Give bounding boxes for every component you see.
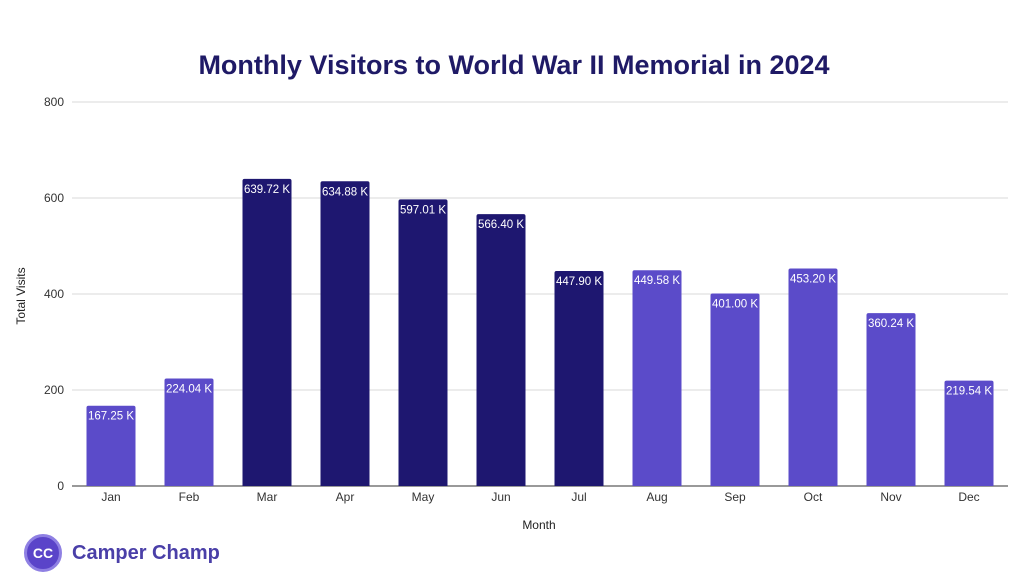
bar-jun [476,214,526,487]
y-tick-label: 200 [44,383,64,397]
y-axis-ticks: 0 200 400 600 800 [44,95,64,493]
bar-aug [632,270,682,486]
x-tick-label: Apr [336,490,355,504]
bar-value-label: 453.20 K [790,273,836,285]
x-axis-label: Month [522,518,555,530]
bar-oct [788,268,838,486]
y-tick-label: 0 [57,479,64,493]
x-tick-label: Aug [646,490,667,504]
bar-apr [320,181,370,486]
x-tick-label: May [412,490,435,504]
bar-value-label: 401.00 K [712,299,758,311]
grid-lines [72,101,1008,487]
x-axis-ticks: Jan Feb Mar Apr May Jun Jul Aug Sep Oct Nov Dec [101,490,979,504]
chart-title: Monthly Visitors to World War II Memoria… [198,50,829,80]
camper-champ-logo: CC Camper Champ [24,534,220,572]
bar-value-label: 566.40 K [478,219,524,231]
bar-mar [242,178,292,487]
bar-value-label: 447.90 K [556,276,602,288]
x-tick-label: Nov [880,490,901,504]
logo-badge-icon: CC [24,534,62,572]
bars: 167.25 K 224.04 K 639.72 K 634.88 K 597.01 K… [86,178,994,487]
bar-value-label: 167.25 K [88,411,134,423]
x-tick-label: Mar [257,490,278,504]
x-tick-label: Oct [804,490,823,504]
bar-value-label: 360.24 K [868,318,914,330]
x-tick-label: Dec [958,490,979,504]
bar-value-label: 634.88 K [322,186,368,198]
chart: Monthly Visitors to World War II Memoria… [14,50,1008,530]
bar-feb [164,378,214,486]
y-axis-label: Total Visits [14,267,28,324]
bar-may [398,199,448,487]
y-tick-label: 600 [44,191,64,205]
logo-text: Camper Champ [72,541,220,564]
bar-sep [710,293,760,486]
y-tick-label: 400 [44,287,64,301]
bar-value-label: 224.04 K [166,383,212,395]
x-tick-label: Jan [101,490,120,504]
bar-value-label: 219.54 K [946,386,992,398]
bar-value-label: 639.72 K [244,184,290,196]
bar-value-label: 449.58 K [634,275,680,287]
x-tick-label: Jun [491,490,510,504]
bar-jan [86,405,136,486]
x-tick-label: Feb [179,490,200,504]
bar-jul [554,271,604,486]
x-tick-label: Jul [571,490,586,504]
y-tick-label: 800 [44,95,64,109]
x-tick-label: Sep [724,490,746,504]
bar-dec [944,380,994,486]
bar-value-label: 597.01 K [400,204,446,216]
bar-nov [866,313,916,486]
